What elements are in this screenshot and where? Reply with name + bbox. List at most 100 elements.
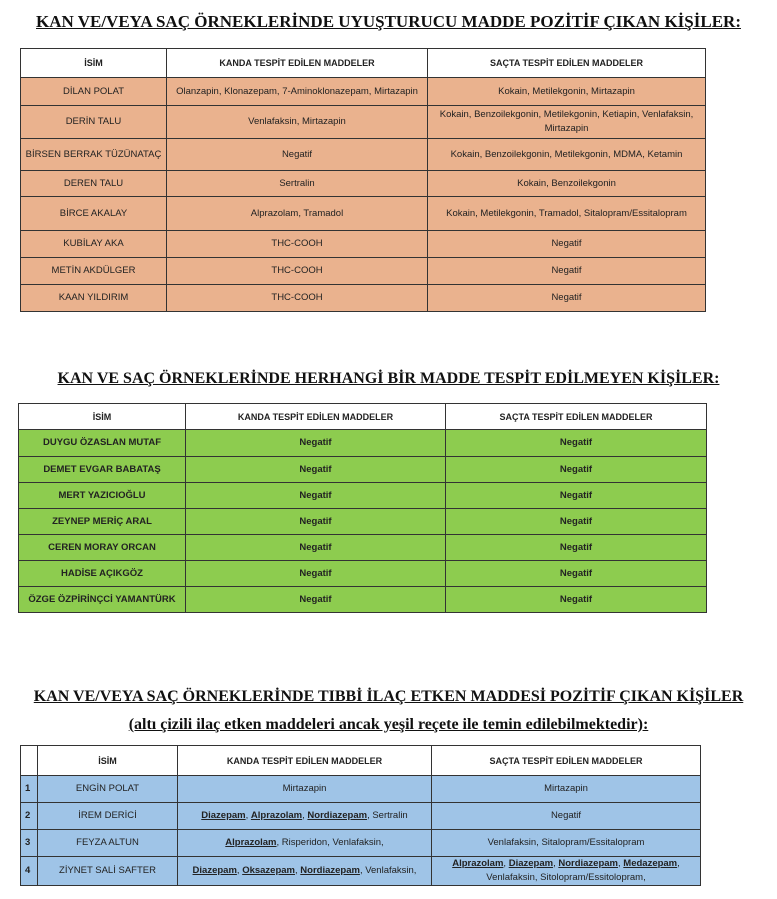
substance-text: , (295, 865, 301, 876)
table-row: 2 İREM DERİCİ Diazepam, Alprazolam, Nordia… (20, 802, 701, 830)
table-row: BİRSEN BERRAK TÜZÜNATAÇ Negatif Kokain, Be… (20, 138, 706, 171)
substance-text: , Venlafaksin, Sitolopram/Essitolopram, (486, 858, 680, 883)
table-row: 1 ENGİN POLAT Mirtazapin Mirtazapin (20, 775, 701, 803)
name-cell: DUYGU ÖZASLAN MUTAF (18, 429, 186, 457)
blood-cell: THC-COOH (166, 230, 428, 258)
hair-cell: Kokain, Benzoilekgonin, Metilekgonin, Ke… (427, 105, 706, 139)
substance-text: , (503, 858, 509, 869)
blood-cell: Negatif (166, 138, 428, 171)
substance-text: , (236, 865, 243, 876)
header-name: İSİM (18, 403, 186, 430)
green-prescription-substance: Diazepam (201, 810, 246, 821)
substance-text: Negatif (550, 810, 582, 821)
substance-text: , Sertralin (367, 810, 408, 821)
substance-text: , Risperidon, Venlafaksin, (276, 837, 384, 848)
table-row: DEREN TALU Sertralin Kokain, Benzoilekgoni… (20, 170, 706, 197)
hair-cell: Negatif (445, 456, 707, 483)
name-cell: METİN AKDÜLGER (20, 257, 167, 285)
hair-cell: Venlafaksin, Sitalopram/Essitalopram (431, 829, 701, 857)
table-row: MERT YAZICIOĞLU Negatif Negatif (18, 482, 707, 509)
header-blood: KANDA TESPİT EDİLEN MADDELER (185, 403, 446, 430)
blood-cell: Alprazolam, Tramadol (166, 196, 428, 231)
substance-text: , Venlafaksin, (359, 865, 417, 876)
substance-text: , (302, 810, 308, 821)
medication-table: İSİM KANDA TESPİT EDİLEN MADDELER SAÇTA … (20, 745, 701, 886)
header-hair: SAÇTA TESPİT EDİLEN MADDELER (445, 403, 707, 430)
hair-cell: Negatif (431, 802, 701, 830)
row-number: 1 (20, 775, 38, 803)
blood-cell: Venlafaksin, Mirtazapin (166, 105, 428, 139)
hair-cell: Negatif (427, 257, 706, 285)
header-num (20, 745, 38, 776)
hair-cell: Negatif (445, 586, 707, 613)
header-blood: KANDA TESPİT EDİLEN MADDELER (177, 745, 432, 776)
name-cell: İREM DERİCİ (37, 802, 178, 830)
blood-cell: THC-COOH (166, 284, 428, 312)
blood-cell: Negatif (185, 482, 446, 509)
name-cell: KAAN YILDIRIM (20, 284, 167, 312)
table-row: DİLAN POLAT Olanzapin, Klonazepam, 7-Amin… (20, 77, 706, 106)
blood-cell: Negatif (185, 429, 446, 457)
row-number: 2 (20, 802, 38, 830)
green-prescription-substance: Diazepam (192, 865, 237, 876)
substance-text: Mirtazapin (544, 783, 588, 794)
table-row: KAAN YILDIRIM THC-COOH Negatif (20, 284, 706, 312)
name-cell: BİRCE AKALAY (20, 196, 167, 231)
hair-cell: Alprazolam, Diazepam, Nordiazepam, Medaz… (431, 856, 701, 886)
name-cell: HADİSE AÇIKGÖZ (18, 560, 186, 587)
table-row: 3 FEYZA ALTUN Alprazolam, Risperidon, Venl… (20, 829, 701, 857)
green-prescription-substance: Nordiazepam (558, 858, 618, 869)
green-prescription-substance: Medazepam (623, 858, 678, 869)
table-row: DUYGU ÖZASLAN MUTAF Negatif Negatif (18, 429, 707, 457)
name-cell: FEYZA ALTUN (37, 829, 178, 857)
name-cell: ENGİN POLAT (37, 775, 178, 803)
blood-cell: Negatif (185, 586, 446, 613)
substance-text: Mirtazapin (282, 783, 327, 794)
table-row: DERİN TALU Venlafaksin, Mirtazapin Kokain,… (20, 105, 706, 139)
table-row: DEMET EVGAR BABATAŞ Negatif Negatif (18, 456, 707, 483)
hair-cell: Negatif (445, 534, 707, 561)
header-hair: SAÇTA TESPİT EDİLEN MADDELER (427, 48, 706, 78)
table-row: BİRCE AKALAY Alprazolam, Tramadol Kokain, … (20, 196, 706, 231)
table-row: 4 ZİYNET SALİ SAFTER Diazepam, Oksazepam, … (20, 856, 701, 886)
table-row: ÖZGE ÖZPİRİNÇCİ YAMANTÜRK Negatif Negatif (18, 586, 707, 613)
hair-cell: Negatif (445, 560, 707, 587)
name-cell: CEREN MORAY ORCAN (18, 534, 186, 561)
substance-text: , (618, 858, 624, 869)
section3-title: KAN VE/VEYA SAÇ ÖRNEKLERİNDE TIBBİ İLAÇ … (33, 688, 744, 705)
hair-cell: Kokain, Benzoilekgonin, Metilekgonin, MD… (427, 138, 706, 171)
positive-drug-table: İSİM KANDA TESPİT EDİLEN MADDELER SAÇTA … (20, 48, 706, 312)
section2-title: KAN VE SAÇ ÖRNEKLERİNDE HERHANGİ BİR MAD… (57, 370, 720, 387)
blood-cell: THC-COOH (166, 257, 428, 285)
hair-cell: Negatif (427, 230, 706, 258)
hair-cell: Negatif (445, 508, 707, 535)
blood-cell: Negatif (185, 534, 446, 561)
green-prescription-substance: Alprazolam (225, 837, 277, 848)
name-cell: KUBİLAY AKA (20, 230, 167, 258)
table-row: CEREN MORAY ORCAN Negatif Negatif (18, 534, 707, 561)
green-prescription-substance: Nordiazepam (307, 810, 368, 821)
blood-cell: Negatif (185, 508, 446, 535)
table-row: METİN AKDÜLGER THC-COOH Negatif (20, 257, 706, 285)
name-cell: ZEYNEP MERİÇ ARAL (18, 508, 186, 535)
hair-cell: Kokain, Benzoilekgonin (427, 170, 706, 197)
negative-table: İSİM KANDA TESPİT EDİLEN MADDELER SAÇTA … (18, 403, 707, 613)
hair-cell: Mirtazapin (431, 775, 701, 803)
name-cell: ÖZGE ÖZPİRİNÇCİ YAMANTÜRK (18, 586, 186, 613)
hair-cell: Kokain, Metilekgonin, Mirtazapin (427, 77, 706, 106)
table-row: HADİSE AÇIKGÖZ Negatif Negatif (18, 560, 707, 587)
table-row: KUBİLAY AKA THC-COOH Negatif (20, 230, 706, 258)
hair-cell: Negatif (445, 429, 707, 457)
name-cell: DEREN TALU (20, 170, 167, 197)
blood-cell: Sertralin (166, 170, 428, 197)
blood-cell: Negatif (185, 456, 446, 483)
green-prescription-substance: Diazepam (508, 858, 554, 869)
header-blood: KANDA TESPİT EDİLEN MADDELER (166, 48, 428, 78)
substance-text: , (245, 810, 251, 821)
green-prescription-substance: Alprazolam (452, 858, 504, 869)
name-cell: DERİN TALU (20, 105, 167, 139)
hair-cell: Kokain, Metilekgonin, Tramadol, Sitalopr… (427, 196, 706, 231)
row-number: 4 (20, 856, 38, 886)
green-prescription-substance: Alprazolam (250, 810, 303, 821)
name-cell: ZİYNET SALİ SAFTER (37, 856, 178, 886)
